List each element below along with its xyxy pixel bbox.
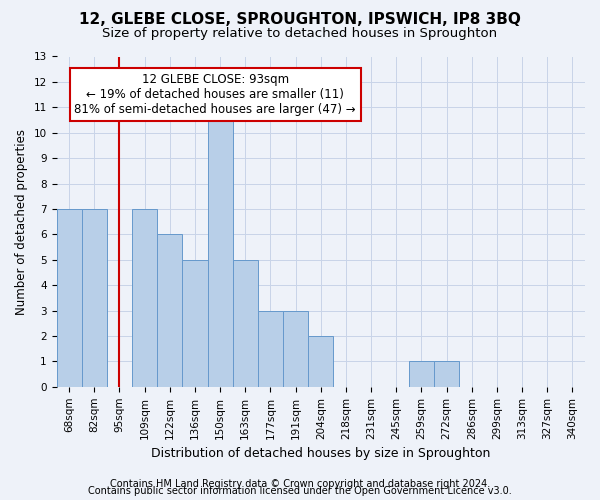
Text: 12 GLEBE CLOSE: 93sqm
← 19% of detached houses are smaller (11)
81% of semi-deta: 12 GLEBE CLOSE: 93sqm ← 19% of detached … [74, 73, 356, 116]
Bar [434, 362, 459, 387]
Bar [208, 108, 233, 387]
Bar [409, 362, 434, 387]
Text: Contains public sector information licensed under the Open Government Licence v3: Contains public sector information licen… [88, 486, 512, 496]
Bar [56, 209, 82, 387]
Bar [308, 336, 334, 387]
Bar [182, 260, 208, 387]
Bar [82, 209, 107, 387]
X-axis label: Distribution of detached houses by size in Sproughton: Distribution of detached houses by size … [151, 447, 490, 460]
Text: 12, GLEBE CLOSE, SPROUGHTON, IPSWICH, IP8 3BQ: 12, GLEBE CLOSE, SPROUGHTON, IPSWICH, IP… [79, 12, 521, 28]
Bar [157, 234, 182, 387]
Bar [233, 260, 258, 387]
Text: Size of property relative to detached houses in Sproughton: Size of property relative to detached ho… [103, 28, 497, 40]
Y-axis label: Number of detached properties: Number of detached properties [15, 128, 28, 314]
Text: Contains HM Land Registry data © Crown copyright and database right 2024.: Contains HM Land Registry data © Crown c… [110, 479, 490, 489]
Bar [132, 209, 157, 387]
Bar [258, 310, 283, 387]
Bar [283, 310, 308, 387]
